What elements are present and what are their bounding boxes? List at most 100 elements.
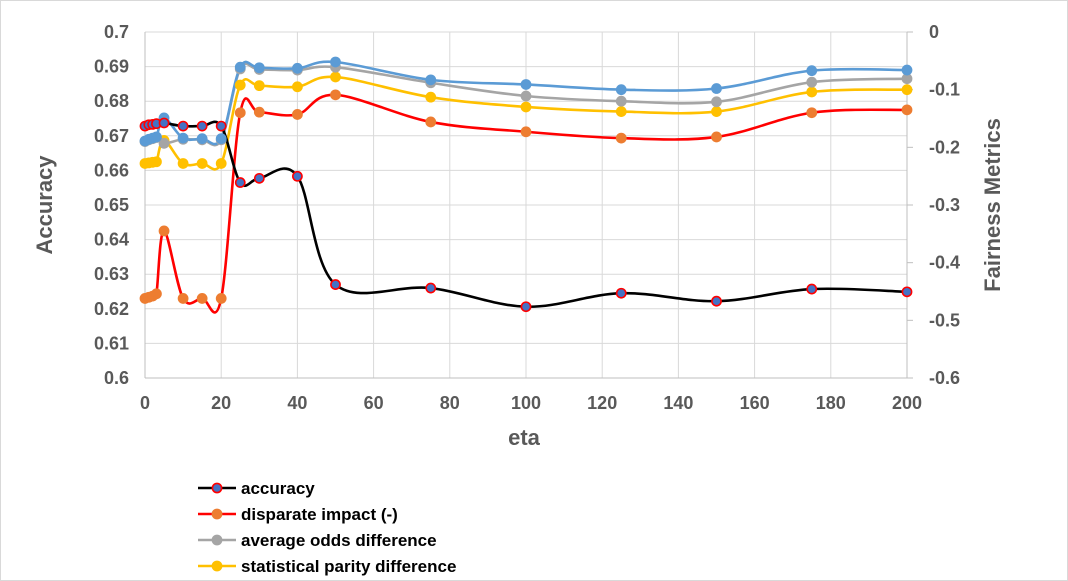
- point-average-odds-difference: [158, 137, 170, 149]
- point-disparate-impact: [158, 225, 170, 237]
- series-line-disparate-impact: [144, 93, 908, 314]
- x-tick-label: 60: [364, 393, 384, 413]
- legend-marker-average-odds-difference: [211, 534, 223, 546]
- point-accuracy: [177, 120, 189, 132]
- point-disparate-impact: [253, 106, 265, 118]
- point-blue-series: [253, 62, 265, 74]
- point-statistical-parity-difference: [151, 156, 162, 168]
- point-blue-series: [520, 79, 532, 90]
- point-blue-series: [806, 65, 818, 77]
- point-disparate-impact: [234, 107, 246, 119]
- point-statistical-parity-difference: [215, 158, 227, 169]
- point-statistical-parity-difference: [291, 81, 303, 93]
- legend: accuracy disparate impact (-) average odds…: [198, 479, 456, 576]
- point-accuracy: [615, 287, 627, 299]
- x-tick-label: 140: [663, 393, 693, 413]
- point-blue-series: [215, 133, 227, 145]
- point-disparate-impact: [151, 288, 162, 300]
- point-disparate-impact: [215, 293, 227, 304]
- point-accuracy: [253, 172, 265, 184]
- y2-tick-label: -0.5: [929, 310, 960, 330]
- point-accuracy: [901, 286, 913, 298]
- y-tick-label: 0.62: [94, 299, 129, 319]
- point-disparate-impact: [177, 293, 189, 304]
- point-average-odds-difference: [615, 95, 627, 107]
- point-disparate-impact: [291, 109, 303, 120]
- x-tick-label: 120: [587, 393, 617, 413]
- point-disparate-impact: [520, 126, 532, 138]
- point-accuracy: [291, 170, 303, 182]
- point-blue-series: [177, 132, 189, 144]
- point-accuracy: [196, 120, 208, 132]
- point-blue-series: [330, 56, 341, 68]
- point-average-odds-difference: [901, 73, 913, 85]
- y-tick-label: 0.7: [104, 22, 129, 42]
- point-accuracy: [215, 120, 227, 132]
- tick-labels: 0.6 0.61 0.62 0.63 0.64 0.65 0.66 0.67 0.68 0.69 0…: [94, 22, 960, 413]
- point-statistical-parity-difference: [806, 86, 818, 98]
- legend-marker-disparate-impact: [211, 508, 223, 520]
- legend-label-accuracy: accuracy: [241, 479, 315, 498]
- point-statistical-parity-difference: [425, 91, 437, 103]
- legend-marker-statistical-parity-difference: [211, 560, 223, 572]
- point-blue-series: [196, 133, 208, 145]
- point-blue-series: [291, 62, 303, 74]
- point-blue-series: [901, 64, 913, 76]
- point-statistical-parity-difference: [177, 158, 189, 169]
- point-disparate-impact: [711, 131, 722, 143]
- point-disparate-impact: [196, 293, 208, 304]
- point-accuracy: [806, 283, 818, 295]
- legend-label-disparate-impact: disparate impact (-): [241, 505, 398, 524]
- point-statistical-parity-difference: [615, 106, 627, 117]
- y-tick-label: 0.67: [94, 126, 129, 146]
- y-tick-label: 0.61: [94, 333, 129, 353]
- x-tick-label: 100: [511, 393, 541, 413]
- point-statistical-parity-difference: [711, 106, 722, 117]
- y2-tick-label: -0.2: [929, 137, 960, 157]
- y-axis-label: Accuracy: [32, 155, 57, 255]
- point-statistical-parity-difference: [253, 80, 265, 92]
- y-tick-label: 0.64: [94, 230, 129, 250]
- x-tick-label: 40: [287, 393, 307, 413]
- point-accuracy: [158, 117, 170, 129]
- y-tick-label: 0.66: [94, 160, 129, 180]
- point-blue-series: [615, 84, 627, 96]
- point-average-odds-difference: [711, 96, 722, 108]
- point-disparate-impact: [615, 132, 627, 144]
- point-accuracy: [425, 282, 437, 294]
- y2-axis-label: Fairness Metrics: [980, 118, 1005, 292]
- point-disparate-impact: [806, 107, 818, 119]
- point-statistical-parity-difference: [520, 101, 532, 113]
- x-axis-label: eta: [508, 425, 541, 450]
- y2-tick-label: -0.3: [929, 195, 960, 215]
- point-blue-series: [711, 83, 722, 94]
- x-tick-label: 80: [440, 393, 460, 413]
- y2-tick-label: -0.6: [929, 368, 960, 388]
- x-tick-label: 180: [816, 393, 846, 413]
- point-disparate-impact: [901, 104, 913, 116]
- legend-label-average-odds-difference: average odds difference: [241, 531, 437, 550]
- point-statistical-parity-difference: [196, 158, 208, 169]
- point-average-odds-difference: [520, 90, 532, 102]
- point-disparate-impact: [425, 116, 437, 128]
- y-tick-label: 0.6: [104, 368, 129, 388]
- y2-tick-label: 0: [929, 22, 939, 42]
- point-accuracy: [234, 177, 246, 188]
- point-blue-series: [425, 74, 437, 86]
- x-tick-label: 200: [892, 393, 922, 413]
- y2-tick-label: -0.1: [929, 80, 960, 100]
- point-statistical-parity-difference: [234, 79, 246, 91]
- point-accuracy: [520, 301, 532, 313]
- point-blue-series: [234, 61, 246, 73]
- y-tick-label: 0.68: [94, 91, 129, 111]
- point-average-odds-difference: [806, 76, 818, 88]
- y-tick-label: 0.63: [94, 264, 129, 284]
- point-statistical-parity-difference: [330, 71, 341, 83]
- x-tick-label: 20: [211, 393, 231, 413]
- y-tick-label: 0.69: [94, 57, 129, 77]
- series-markers: [139, 56, 913, 313]
- x-tick-label: 160: [740, 393, 770, 413]
- point-accuracy: [711, 295, 722, 307]
- x-tick-label: 0: [140, 393, 150, 413]
